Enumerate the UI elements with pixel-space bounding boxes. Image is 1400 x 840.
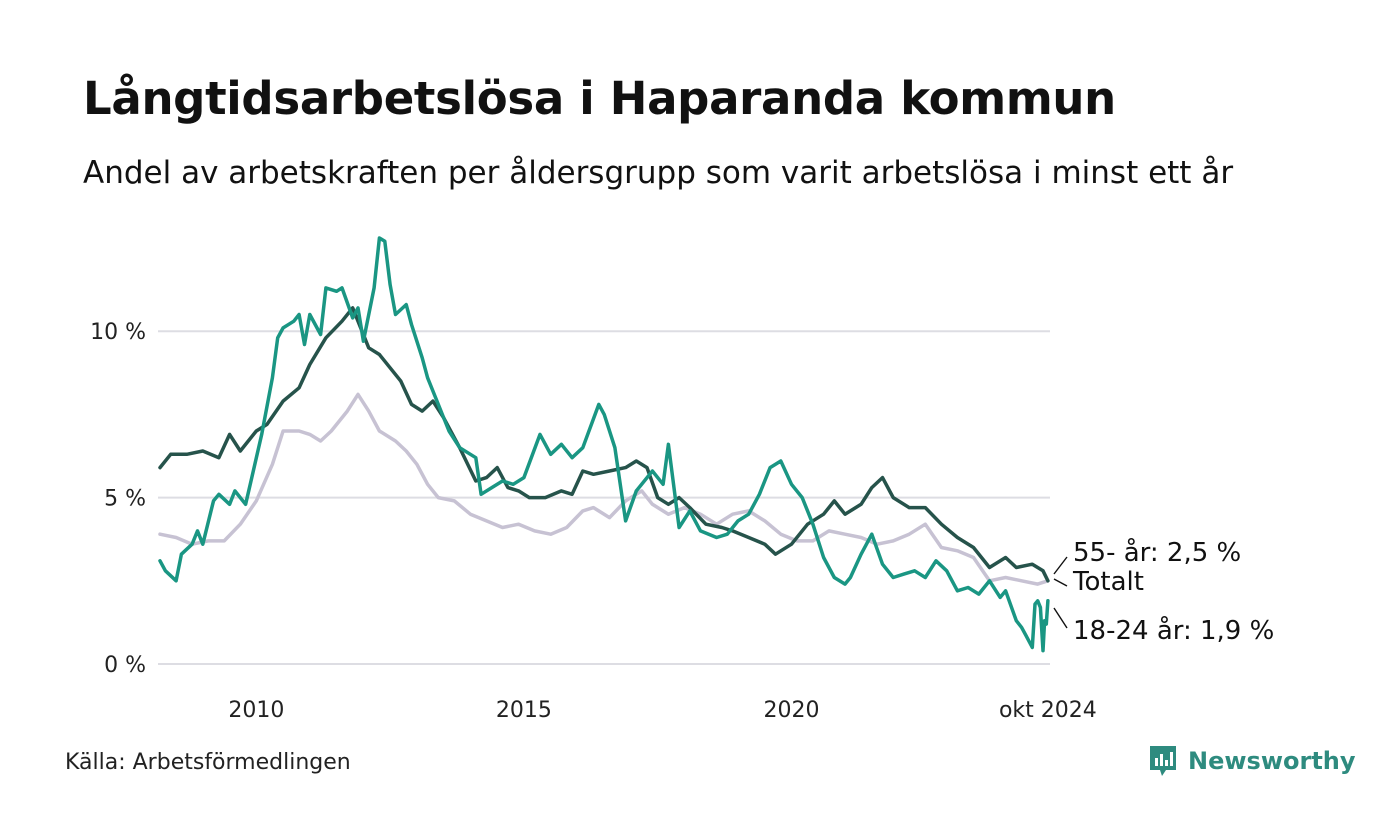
series-line-1 [158,306,1050,583]
axis-layer: 0 % 5 % 10 % 2010 2015 2020 okt 2024 [90,320,1097,723]
y-tick-label: 10 % [90,320,146,345]
newsworthy-logo-icon [1150,746,1176,776]
label-leader-line-2 [1053,607,1068,629]
x-tick-label: 2020 [764,698,820,723]
y-tick-label: 0 % [104,653,146,678]
series-end-label-2: 18-24 år: 1,9 % [1073,615,1274,646]
grid-layer [158,330,1050,665]
series-line-0 [158,392,1050,586]
label-leader-line-1 [1053,556,1068,575]
x-tick-label: okt 2024 [999,698,1097,723]
chart-title: Långtidsarbetslösa i Haparanda kommun [83,72,1116,125]
x-tick-label: 2015 [496,698,552,723]
brand-name: Newsworthy [1188,747,1356,775]
brand-logo[interactable]: Newsworthy [1148,744,1356,778]
series-end-label-1: 55- år: 2,5 % [1073,537,1241,568]
chart-subtitle: Andel av arbetskraften per åldersgrupp s… [83,155,1234,191]
series-layer [158,236,1050,653]
x-tick-label: 2010 [228,698,284,723]
series-end-label-0: Totalt [1072,567,1144,597]
y-tick-label: 5 % [104,487,146,512]
label-leader-line-0 [1053,578,1068,587]
source-note: Källa: Arbetsförmedlingen [65,750,351,775]
series-line-2 [158,236,1050,653]
